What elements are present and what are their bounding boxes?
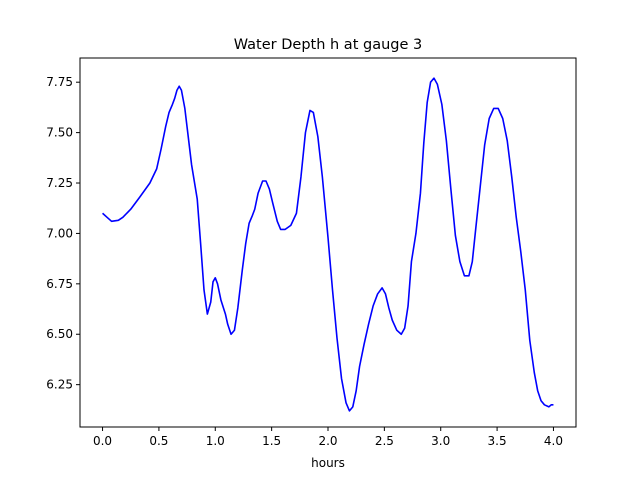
y-tick-label: 6.50 [46,327,73,341]
y-tick-label: 6.25 [46,378,73,392]
y-tick-label: 6.75 [46,277,73,291]
x-tick-label: 0.5 [149,434,168,448]
y-tick-label: 7.00 [46,226,73,240]
x-tick-label: 3.0 [431,434,450,448]
x-axis-label: hours [311,456,345,470]
x-tick-label: 2.5 [375,434,394,448]
x-tick-label: 1.5 [262,434,281,448]
x-axis-ticks: 0.0 0.5 1.0 1.5 2.0 2.5 3.0 3.5 4.0 [93,427,563,448]
x-tick-label: 2.0 [318,434,337,448]
chart-title: Water Depth h at gauge 3 [234,37,422,53]
x-tick-label: 4.0 [544,434,563,448]
series-line-0 [102,77,554,412]
series-layer [102,77,554,412]
y-axis-ticks: 6.25 6.50 6.75 7.00 7.25 7.50 7.75 [46,75,80,392]
plot-area [79,57,577,428]
y-tick-label: 7.50 [46,126,73,140]
y-tick-label: 7.75 [46,75,73,89]
y-tick-label: 7.25 [46,176,73,190]
x-tick-label: 1.0 [206,434,225,448]
x-tick-label: 0.0 [93,434,112,448]
x-tick-label: 3.5 [488,434,507,448]
